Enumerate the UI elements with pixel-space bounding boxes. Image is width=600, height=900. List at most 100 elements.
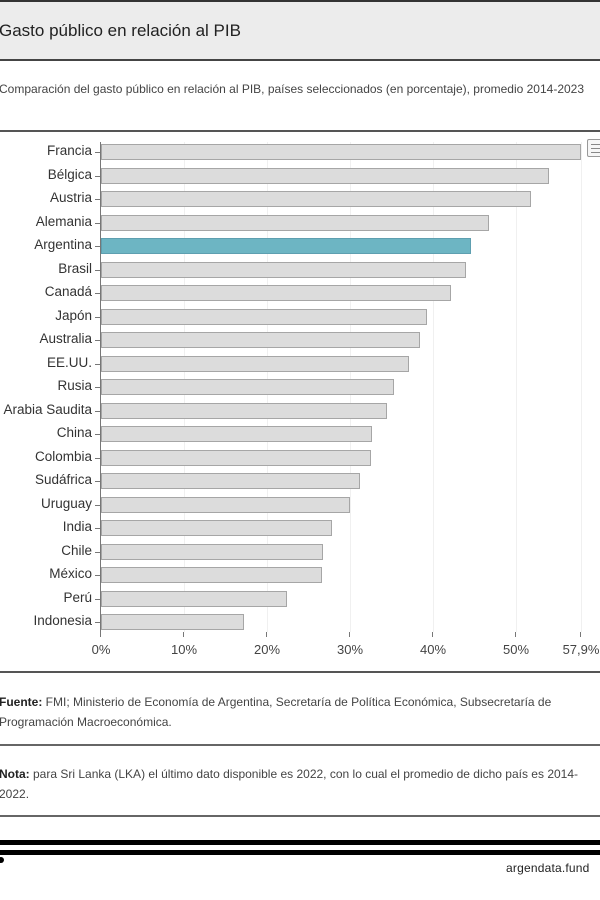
y-tick bbox=[95, 175, 100, 177]
bar-row: Perú bbox=[0, 589, 600, 609]
category-label: Bélgica bbox=[47, 166, 92, 182]
chart-subtitle: Comparación del gasto público en relació… bbox=[0, 82, 585, 96]
category-label: China bbox=[56, 425, 92, 440]
bar-china[interactable] bbox=[101, 426, 372, 442]
y-tick bbox=[95, 363, 100, 365]
category-label: Austria bbox=[49, 190, 92, 205]
y-tick bbox=[95, 293, 100, 294]
bar-row: Austria bbox=[0, 189, 600, 209]
bar-row: India bbox=[0, 518, 600, 538]
bar-row: Colombia bbox=[0, 448, 600, 468]
bar-row: Rusia bbox=[0, 377, 600, 397]
y-tick bbox=[95, 246, 100, 247]
category-label: Chile bbox=[61, 542, 92, 558]
brand-stripe bbox=[0, 850, 600, 855]
x-tick-label: 0% bbox=[91, 642, 111, 657]
x-tick-label: 40% bbox=[419, 642, 447, 657]
category-label: Colombia bbox=[34, 448, 92, 464]
category-label: Perú bbox=[63, 589, 92, 605]
y-tick bbox=[95, 598, 100, 600]
category-label: India bbox=[62, 519, 92, 534]
bar-row: Alemania bbox=[0, 213, 600, 233]
bar-row: Australia bbox=[0, 330, 600, 350]
y-tick bbox=[95, 434, 100, 435]
bar-austria[interactable] bbox=[101, 191, 531, 207]
bar-sud-frica[interactable] bbox=[101, 473, 360, 489]
x-tick bbox=[515, 632, 516, 637]
bar-b-lgica[interactable] bbox=[101, 167, 549, 184]
category-label: México bbox=[49, 566, 92, 581]
bar-alemania[interactable] bbox=[101, 214, 489, 231]
bar-rusia[interactable] bbox=[101, 379, 394, 395]
bar-per-[interactable] bbox=[101, 590, 287, 607]
bar-row: EE.UU. bbox=[0, 354, 600, 374]
bar-row: Brasil bbox=[0, 260, 600, 280]
category-label: Japón bbox=[55, 307, 92, 323]
bar-australia[interactable] bbox=[101, 332, 420, 348]
bar-row: Canadá bbox=[0, 283, 600, 303]
bar-canad-[interactable] bbox=[101, 285, 451, 301]
bar-row: China bbox=[0, 424, 600, 444]
y-tick bbox=[95, 387, 100, 388]
page-title: Gasto público en relación al PIB bbox=[0, 21, 241, 40]
y-axis bbox=[100, 142, 101, 634]
category-label: Argentina bbox=[34, 237, 92, 252]
category-label: Arabia Saudita bbox=[3, 401, 92, 417]
bar-ee-uu-[interactable] bbox=[101, 355, 409, 372]
note-label: Nota: bbox=[0, 767, 30, 781]
bar-m-xico[interactable] bbox=[101, 567, 322, 583]
page-header: Gasto público en relación al PIB bbox=[0, 0, 600, 61]
chart-frame bbox=[0, 130, 600, 673]
brand-link[interactable]: argendata.fund bbox=[506, 861, 590, 875]
divider bbox=[0, 744, 600, 746]
bar-indonesia[interactable] bbox=[101, 614, 244, 630]
bar-arabia-saudita[interactable] bbox=[101, 402, 387, 419]
gridline bbox=[516, 142, 517, 632]
bar-row: México bbox=[0, 565, 600, 585]
bar-india[interactable] bbox=[101, 520, 332, 536]
y-tick bbox=[95, 199, 100, 200]
category-label: Rusia bbox=[57, 378, 92, 393]
bar-row: Chile bbox=[0, 542, 600, 562]
y-tick bbox=[95, 316, 100, 318]
category-label: Francia bbox=[46, 143, 92, 158]
x-tick-label: 57,9% bbox=[562, 642, 600, 657]
y-tick bbox=[95, 410, 100, 412]
bar-chile[interactable] bbox=[101, 543, 323, 560]
category-label: Uruguay bbox=[40, 495, 92, 511]
bar-row: Japón bbox=[0, 307, 600, 327]
menu-list-icon[interactable] bbox=[587, 139, 600, 157]
y-tick bbox=[95, 551, 100, 553]
x-tick-label: 10% bbox=[170, 642, 198, 657]
data-note: Nota: para Sri Lanka (LKA) el último dat… bbox=[0, 764, 589, 804]
y-tick bbox=[95, 622, 100, 623]
bar-jap-n[interactable] bbox=[101, 308, 427, 325]
y-tick bbox=[95, 222, 100, 224]
category-label: EE.UU. bbox=[46, 354, 92, 370]
bar-row: Indonesia bbox=[0, 612, 600, 632]
bar-colombia[interactable] bbox=[101, 449, 371, 466]
source-note: Fuente: FMI; Ministerio de Economía de A… bbox=[0, 692, 589, 732]
category-label: Alemania bbox=[35, 213, 92, 229]
bar-uruguay[interactable] bbox=[101, 496, 350, 513]
bar-row: Uruguay bbox=[0, 495, 600, 515]
y-tick bbox=[95, 528, 100, 529]
bar-brasil[interactable] bbox=[101, 261, 466, 278]
source-label: Fuente: bbox=[0, 695, 43, 709]
category-label: Indonesia bbox=[33, 613, 92, 628]
y-tick bbox=[95, 269, 100, 271]
x-tick bbox=[580, 632, 581, 637]
bar-francia[interactable] bbox=[101, 144, 581, 160]
y-tick bbox=[95, 504, 100, 506]
bar-argentina[interactable] bbox=[101, 238, 471, 254]
brand-stripe bbox=[0, 840, 600, 845]
bar-row: Sudáfrica bbox=[0, 471, 600, 491]
brand-dot bbox=[0, 857, 4, 863]
x-tick bbox=[349, 632, 350, 637]
bar-row: Arabia Saudita bbox=[0, 401, 600, 421]
y-tick bbox=[95, 457, 100, 459]
source-text: FMI; Ministerio de Economía de Argentina… bbox=[0, 695, 552, 729]
gridline bbox=[581, 142, 582, 632]
x-tick bbox=[266, 632, 267, 637]
